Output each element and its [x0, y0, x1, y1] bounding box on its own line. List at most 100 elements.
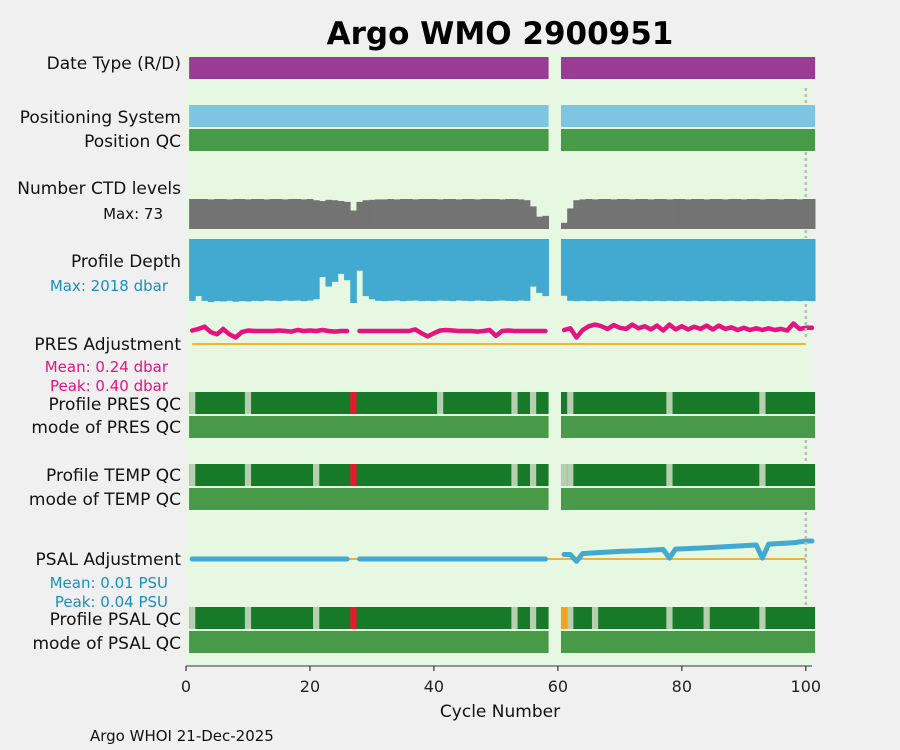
- profile-depth-bar-cycle-76: [653, 239, 661, 301]
- ctd-levels-bar-cycle-56: [529, 206, 537, 229]
- profile-depth-bar-cycle-17: [288, 239, 295, 301]
- ctd-levels-bar-cycle-72: [629, 199, 636, 229]
- profile-depth-bar-cycle-86: [715, 239, 723, 301]
- profile-depth-bar-cycle-5: [213, 239, 221, 302]
- row-label-pres-adjustment: PRES Adjustment: [34, 335, 181, 355]
- ctd-levels-bar-cycle-41: [437, 199, 444, 229]
- ctd-levels-bar-cycle-58: [542, 215, 549, 229]
- ctd-levels-bar-cycle-25: [337, 201, 345, 229]
- profile-psal-qc-flag-cycle-1: [189, 607, 196, 629]
- profile-depth-bar-cycle-52: [505, 239, 512, 301]
- ctd-levels-bar-cycle-85: [709, 199, 717, 229]
- profile-temp-qc-good-segment-2: [560, 464, 816, 486]
- profile-depth-bar-cycle-30: [368, 239, 376, 300]
- ctd-levels-bar-cycle-21: [313, 200, 320, 229]
- profile-psal-qc-flag-cycle-62: [567, 607, 574, 629]
- profile-depth-bar-cycle-68: [604, 239, 611, 301]
- mode-psal-qc-band-segment-2: [560, 631, 816, 653]
- profile-depth-bar-cycle-31: [375, 239, 382, 301]
- profile-temp-qc-flag-cycle-78: [666, 464, 673, 486]
- ctd-levels-bar-cycle-66: [591, 199, 599, 229]
- ctd-levels-bar-cycle-49: [486, 199, 494, 229]
- ctd-levels-bar-cycle-87: [722, 199, 729, 229]
- ctd-levels-bar-cycle-33: [387, 199, 395, 229]
- profile-depth-bar-cycle-71: [622, 239, 630, 302]
- pres-adjustment-peak-label: Peak: 0.40 dbar: [50, 377, 169, 395]
- profile-depth-bar-cycle-88: [728, 239, 735, 301]
- profile-depth-bar-cycle-101: [808, 239, 816, 302]
- profile-psal-qc-flag-cycle-56: [529, 607, 537, 629]
- profile-depth-bar-cycle-54: [517, 239, 525, 301]
- ctd-levels-bar-cycle-14: [269, 199, 277, 229]
- ctd-levels-bar-cycle-15: [275, 199, 283, 229]
- ctd-levels-bar-cycle-54: [517, 199, 525, 229]
- profile-depth-bar-cycle-2: [195, 239, 202, 297]
- ctd-levels-bar-cycle-68: [604, 199, 611, 229]
- ctd-levels-bar-cycle-44: [455, 199, 463, 229]
- chart-title: Argo WMO 2900951: [327, 16, 674, 52]
- positioning-system-band-segment-1: [189, 105, 549, 127]
- position-qc-band-segment-1: [189, 129, 549, 151]
- profile-depth-bar-cycle-81: [684, 239, 692, 302]
- ctd-levels-bar-cycle-9: [238, 199, 246, 229]
- ctd-levels-bar-cycle-11: [251, 199, 258, 229]
- ctd-levels-bar-cycle-29: [362, 200, 370, 229]
- profile-depth-bar-cycle-77: [660, 239, 667, 302]
- profile-depth-bar-cycle-3: [201, 239, 209, 301]
- profile-depth-bar-cycle-18: [294, 239, 302, 301]
- profile-pres-qc-flag-cycle-93: [759, 392, 766, 414]
- profile-depth-bar-cycle-8: [232, 239, 240, 302]
- profile-depth-bar-cycle-33: [387, 239, 395, 301]
- profile-depth-bar-cycle-67: [598, 239, 605, 302]
- ctd-levels-bar-cycle-64: [579, 199, 587, 229]
- profile-depth-bar-cycle-48: [480, 239, 488, 301]
- profile-depth-bar-cycle-32: [381, 239, 388, 302]
- profile-depth-bar-cycle-100: [802, 239, 810, 301]
- ctd-levels-bar-cycle-101: [808, 199, 816, 229]
- ctd-levels-bar-cycle-76: [653, 199, 661, 229]
- mode-pres-qc-band-segment-2: [560, 416, 816, 438]
- profile-depth-bar-cycle-20: [306, 239, 314, 301]
- ctd-levels-bar-cycle-69: [610, 199, 618, 229]
- profile-depth-bar-cycle-99: [796, 239, 804, 302]
- psal-adjustment-mean-label: Mean: 0.01 PSU: [50, 574, 168, 592]
- ctd-levels-bar-cycle-42: [443, 199, 450, 229]
- ctd-levels-bar-cycle-57: [536, 216, 543, 229]
- ctd-levels-bar-cycle-7: [226, 199, 233, 229]
- profile-depth-bar-cycle-66: [591, 239, 599, 301]
- row-label-profile-psal-qc: Profile PSAL QC: [50, 610, 181, 630]
- ctd-levels-bar-cycle-84: [703, 199, 711, 229]
- x-axis: 0 20 40 60 80 100: [181, 665, 821, 696]
- ctd-levels-bar-cycle-31: [375, 199, 382, 229]
- profile-depth-bar-cycle-63: [573, 239, 580, 302]
- ctd-levels-bar-cycle-27: [350, 210, 357, 229]
- profile-psal-qc-flag-cycle-84: [703, 607, 710, 629]
- date-type-band-segment-1: [189, 57, 549, 79]
- row-label-number-ctd-levels: Number CTD levels: [17, 179, 181, 199]
- profile-depth-bar-cycle-44: [455, 239, 463, 301]
- psal-adjustment-line-3: [561, 538, 815, 564]
- profile-pres-qc-flag-cycle-10: [244, 392, 252, 414]
- profile-depth-bar-cycle-49: [486, 239, 494, 302]
- profile-depth-bar-cycle-14: [269, 239, 277, 301]
- ctd-levels-bar-cycle-97: [784, 199, 791, 229]
- ctd-levels-bar-cycle-18: [294, 199, 302, 229]
- ctd-levels-bar-cycle-67: [598, 199, 605, 229]
- profile-depth-bar-cycle-74: [641, 239, 649, 301]
- profile-depth-bar-cycle-1: [189, 239, 196, 301]
- profile-depth-bar-cycle-28: [356, 239, 364, 271]
- ctd-levels-bar-cycle-3: [201, 199, 209, 229]
- profile-depth-bar-cycle-50: [492, 239, 500, 301]
- ctd-levels-bar-cycle-81: [684, 199, 692, 229]
- ctd-levels-bar-cycle-39: [424, 199, 432, 229]
- profile-depth-bar-cycle-36: [406, 239, 413, 301]
- ctd-levels-bar-cycle-13: [263, 199, 271, 229]
- ctd-levels-bar-cycle-94: [765, 199, 773, 229]
- ctd-levels-bar-cycle-47: [474, 199, 481, 229]
- profile-pres-qc-flag-cycle-1: [189, 392, 196, 414]
- profile-depth-bar-cycle-43: [449, 239, 457, 302]
- ctd-levels-bar-cycle-32: [381, 199, 388, 229]
- profile-temp-qc-flag-cycle-27: [350, 464, 357, 486]
- profile-temp-qc-flag-cycle-53: [511, 464, 518, 486]
- profile-pres-qc-flag-cycle-78: [666, 392, 673, 414]
